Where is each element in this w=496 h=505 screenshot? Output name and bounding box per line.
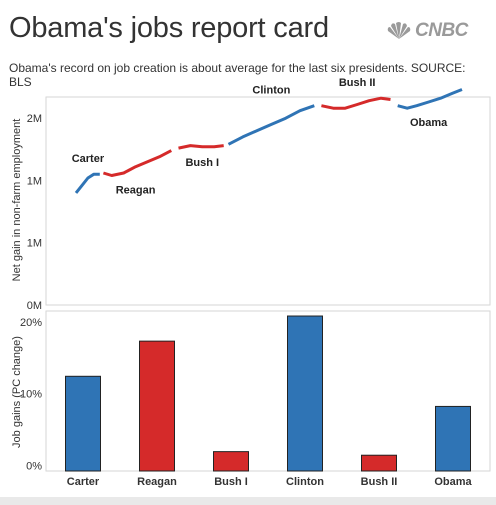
line-series-label: Bush I (185, 157, 219, 169)
line-y-tick-label: 2M (27, 113, 42, 125)
bar-chart-panel: Job gains (PC change) 0% 10% 20% Carter Rea… (11, 310, 491, 488)
line-series-bush-i (178, 144, 224, 150)
cnbc-logo: CNBC (386, 20, 468, 42)
bar-y-tick-label: 10% (20, 389, 42, 401)
line-series-bush-ii (321, 96, 391, 110)
line-series-label: Bush II (339, 77, 376, 89)
line-y-tick-label: 0M (27, 300, 42, 312)
bar-bush-ii (361, 454, 397, 472)
line-series-label: Clinton (252, 85, 290, 97)
bar-obama (435, 405, 471, 472)
line-series-obama (397, 88, 463, 110)
line-chart-y-axis-label: Net gain in non-farm employment (11, 119, 23, 282)
bar-chart-plot-area (45, 310, 491, 472)
bar-clinton (287, 315, 323, 472)
line-chart-y-ticks: 0M 1M 1M 2M (27, 113, 42, 312)
bar-x-tick-label: Bush II (361, 476, 398, 488)
line-series-label: Carter (72, 153, 105, 165)
page-title: Obama's jobs report card (9, 12, 329, 44)
bar-x-tick-label: Clinton (286, 476, 324, 488)
line-series-clinton (227, 104, 315, 146)
bar-x-tick-label: Reagan (137, 476, 177, 488)
cnbc-logo-text: CNBC (415, 20, 468, 41)
line-series-reagan (102, 149, 172, 177)
bar-x-tick-label: Obama (434, 476, 472, 488)
line-series-label: Reagan (116, 184, 156, 196)
bar-x-tick-label: Bush I (214, 476, 248, 488)
bar-x-tick-label: Carter (67, 476, 100, 488)
line-y-tick-label: 1M (27, 175, 42, 187)
line-series-carter (74, 172, 100, 194)
line-chart-panel: Net gain in non-farm employment 0M 1M 1M 2M… (11, 77, 491, 312)
bar-chart-bars (65, 315, 471, 472)
peacock-icon (387, 22, 411, 39)
footer-bar (0, 497, 496, 505)
bar-reagan (139, 340, 175, 472)
line-series-label: Obama (410, 117, 448, 129)
bar-chart-y-ticks: 0% 10% 20% (20, 317, 42, 472)
line-y-tick-label: 1M (27, 238, 42, 250)
bar-chart-y-axis-label: Job gains (PC change) (11, 336, 23, 448)
bar-chart-x-ticks: Carter Reagan Bush I Clinton Bush II Obama (67, 476, 473, 488)
line-chart-plot-area (45, 96, 491, 306)
line-chart-series (74, 88, 463, 194)
bar-bush-i (213, 451, 249, 472)
bar-carter (65, 375, 101, 472)
bar-y-tick-label: 20% (20, 317, 42, 329)
page-subtitle: Obama's record on job creation is about … (9, 61, 466, 89)
line-chart-series-labels: Carter Reagan Bush I Clinton Bush II Obama (72, 77, 448, 196)
bar-y-tick-label: 0% (26, 460, 42, 472)
